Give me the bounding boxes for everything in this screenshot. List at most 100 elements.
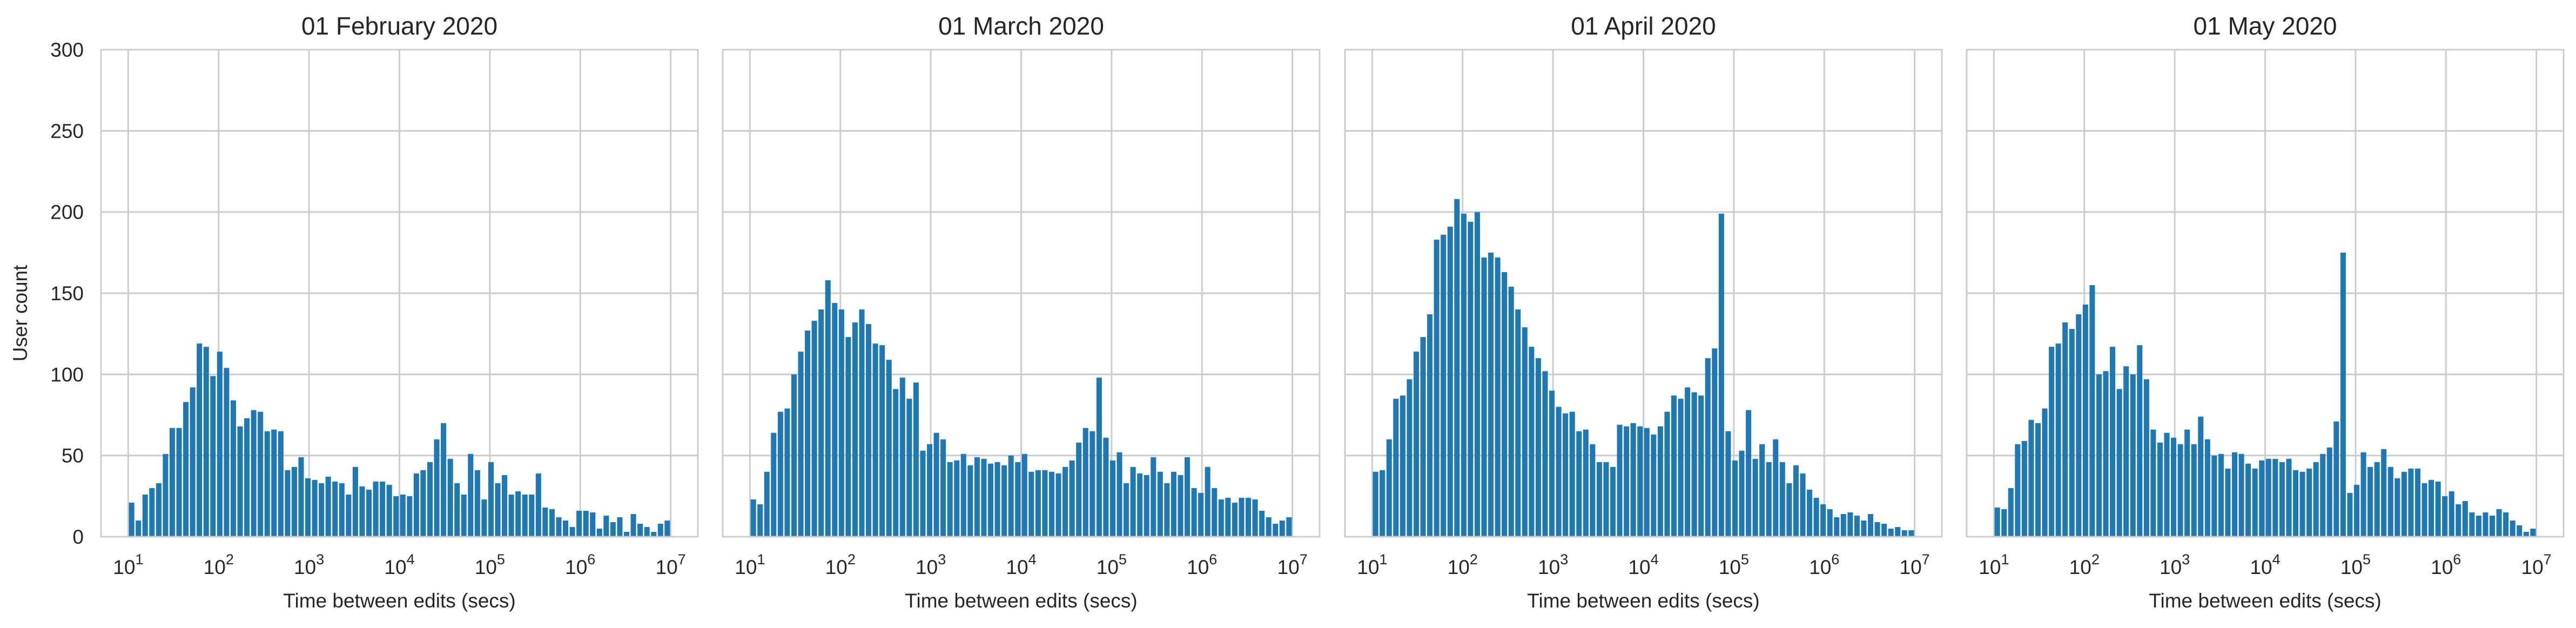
histogram-bar <box>2483 512 2488 537</box>
histogram-bar <box>2049 347 2055 537</box>
histogram-bar <box>2353 484 2359 537</box>
histogram-bar <box>1198 492 1204 537</box>
histogram-bar <box>2414 468 2420 537</box>
histogram-bar <box>1820 504 1826 537</box>
histogram-bar <box>2517 525 2523 537</box>
histogram-bar <box>1212 488 1218 537</box>
x-tick-label: 103 <box>1538 551 1568 578</box>
histogram-bar <box>2422 483 2427 537</box>
histogram-bar <box>610 522 616 537</box>
histogram-bar <box>2137 345 2143 537</box>
histogram-bar <box>1178 475 1183 537</box>
histogram-bar <box>2326 447 2332 537</box>
histogram-bar <box>2035 423 2041 537</box>
histogram-bar <box>427 462 433 537</box>
histogram-bar <box>1103 437 1109 537</box>
histogram-bar <box>2429 480 2434 537</box>
histogram-bar <box>298 457 304 537</box>
histogram-bar <box>1225 497 1231 537</box>
x-tick-label: 106 <box>565 551 595 578</box>
histogram-bar <box>556 517 562 537</box>
histogram-bar <box>1868 514 1874 537</box>
histogram-bar <box>2177 444 2183 537</box>
histogram-bar <box>305 478 311 537</box>
histogram-bar <box>1286 517 1292 537</box>
histogram-bar <box>495 483 501 537</box>
histogram-bar <box>1447 226 1453 537</box>
histogram-bar <box>811 321 817 537</box>
histogram-bar <box>1712 348 1718 537</box>
histogram-bar <box>1468 221 1474 537</box>
histogram-bar <box>149 488 155 537</box>
histogram-bar <box>933 433 939 537</box>
x-tick-label: 106 <box>1187 551 1217 578</box>
histogram-bar <box>2130 374 2136 537</box>
histogram-bar <box>832 303 838 537</box>
x-tick-label: 105 <box>475 551 505 578</box>
x-tick-label: 101 <box>1979 551 2009 578</box>
histogram-bar <box>1259 510 1265 537</box>
histogram-bar <box>954 460 960 537</box>
histogram-bar <box>1725 431 1731 537</box>
histogram-bar <box>1624 426 1630 537</box>
histogram-bar <box>251 410 257 537</box>
y-tick-label: 250 <box>50 120 84 142</box>
histogram-bar <box>2395 478 2400 537</box>
histogram-bar <box>1205 467 1210 537</box>
histogram-bar <box>1678 399 1684 537</box>
histogram-bar <box>2510 520 2516 537</box>
histogram-bar <box>2171 437 2177 537</box>
histogram-bar <box>2496 509 2502 537</box>
histogram-bar <box>244 418 250 537</box>
histogram-bar <box>2374 462 2380 537</box>
histogram-bar <box>866 324 872 537</box>
histogram-bar <box>488 462 494 537</box>
histogram-bar <box>1888 528 1894 537</box>
histogram-bar <box>1793 465 1799 537</box>
histogram-bar <box>1644 428 1650 537</box>
histogram-bar <box>981 458 987 537</box>
histogram-bar <box>2387 467 2393 537</box>
histogram-bar <box>1685 387 1691 537</box>
histogram-bar <box>2245 463 2251 537</box>
histogram-bar <box>1874 522 1880 537</box>
histogram-bar <box>798 352 804 537</box>
histogram-bar <box>2028 420 2034 537</box>
histogram-bar <box>1015 462 1021 537</box>
histogram-bar <box>1766 462 1772 537</box>
histogram-bar <box>2231 452 2238 537</box>
histogram-bar <box>163 454 169 537</box>
histogram-bar <box>2299 471 2305 537</box>
histogram-bar <box>1137 473 1143 537</box>
histogram-bar <box>1130 467 1136 537</box>
histogram-bar <box>285 470 291 537</box>
histogram-bar <box>852 322 858 537</box>
histogram-bar <box>176 428 182 537</box>
histogram-bar <box>2184 429 2190 537</box>
histogram-bar <box>1481 257 1487 537</box>
histogram-bar <box>278 431 284 537</box>
histogram-bar <box>974 457 980 537</box>
histogram-bar <box>1082 428 1088 537</box>
x-tick-label: 107 <box>656 551 686 578</box>
histogram-bar <box>2062 322 2068 537</box>
histogram-bar <box>1454 199 1460 537</box>
histogram-bar <box>2076 314 2082 537</box>
histogram-bar <box>886 360 892 537</box>
histogram-bar <box>1691 392 1697 537</box>
histogram-bar <box>2157 442 2163 537</box>
histogram-bar <box>1657 426 1663 537</box>
histogram-bar <box>2456 504 2461 537</box>
histogram-bar <box>1637 426 1643 537</box>
histogram-bar <box>1151 457 1156 537</box>
histogram-bar <box>1535 358 1541 537</box>
histogram-bar <box>2110 347 2116 537</box>
histogram-bar <box>1508 286 1514 537</box>
histogram-bar <box>352 467 358 537</box>
histogram-bar <box>2347 492 2353 537</box>
histogram-bar <box>1232 502 1237 537</box>
histogram-bar <box>1569 411 1575 537</box>
histogram-bar <box>1420 337 1426 537</box>
histogram-bar <box>454 483 460 537</box>
